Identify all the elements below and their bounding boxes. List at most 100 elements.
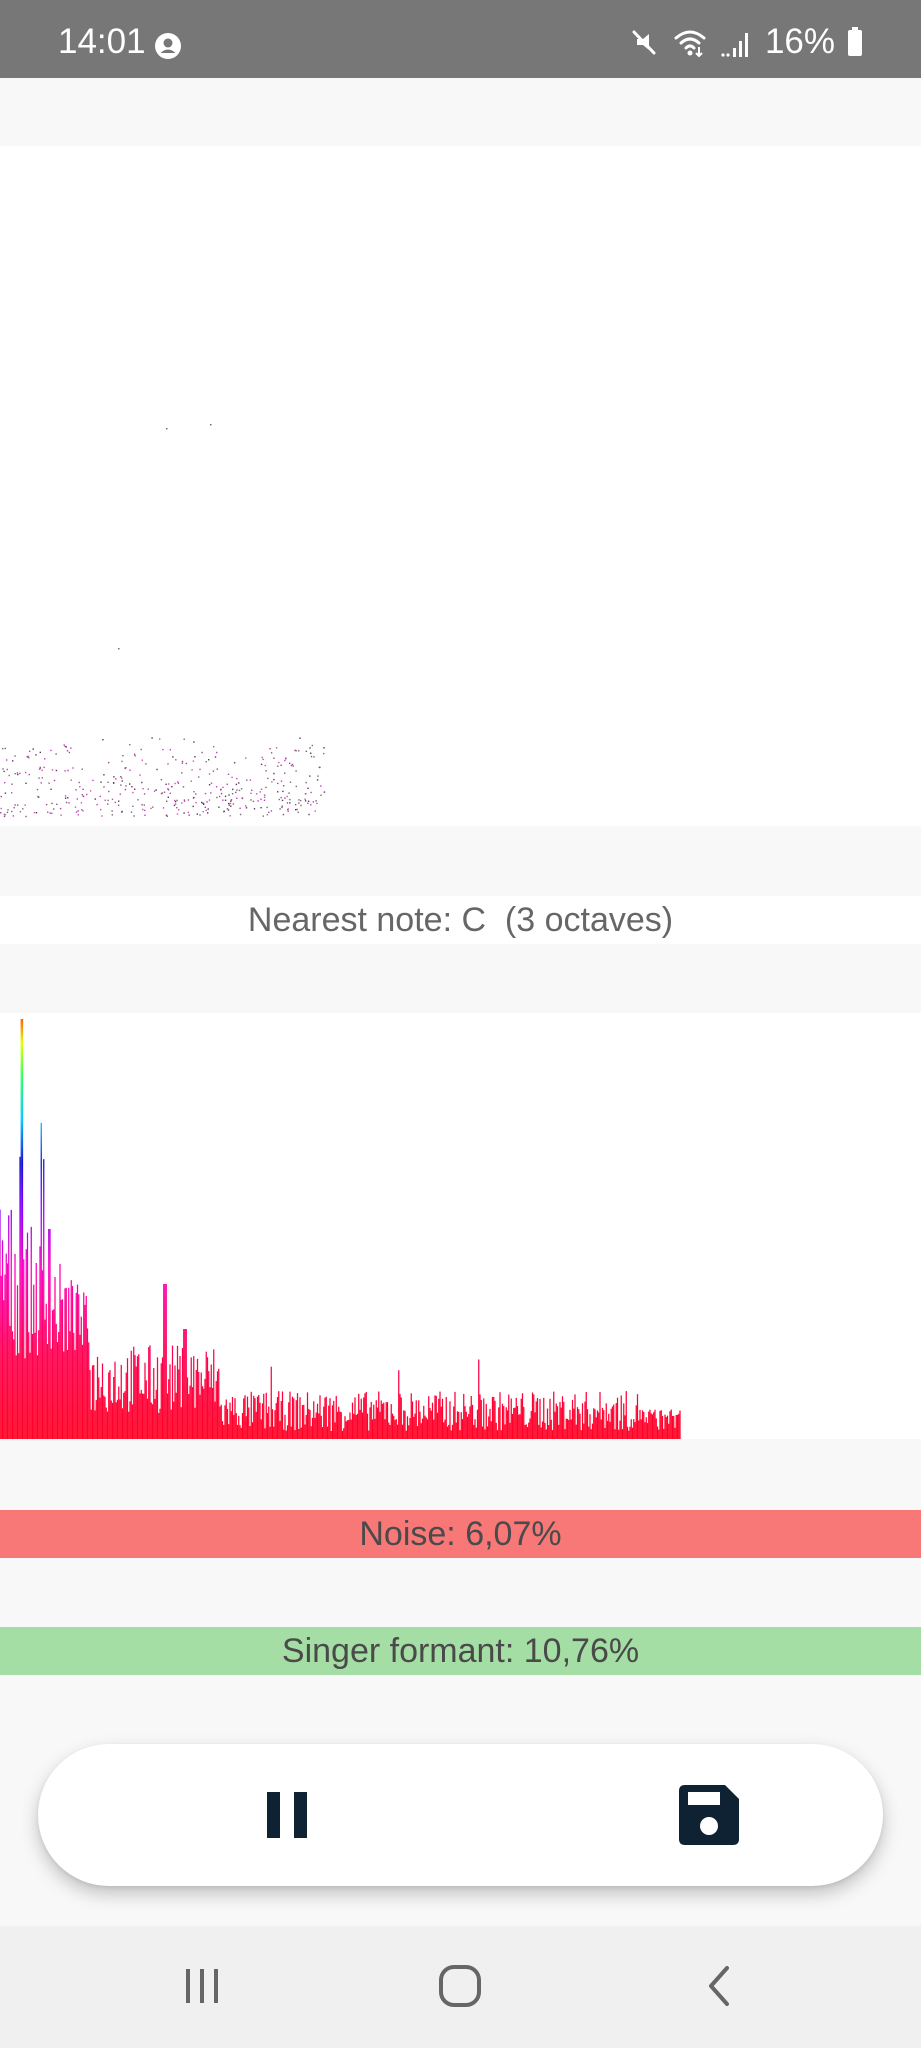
spectrogram-dot — [253, 808, 256, 810]
spectrogram-dot — [72, 767, 74, 769]
spectrogram-dot — [94, 798, 96, 800]
spectrogram-dot — [172, 756, 174, 758]
spectrogram-dot — [119, 793, 121, 795]
spectrogram-dot — [103, 786, 105, 788]
spectrogram-dot — [281, 805, 283, 807]
spectrogram-dot — [6, 768, 8, 771]
pause-button[interactable] — [246, 1774, 328, 1856]
spectrogram-dot — [313, 756, 315, 758]
spectrogram-dot — [182, 786, 185, 788]
spectrogram-dot — [169, 749, 171, 751]
spectrogram-dot — [228, 804, 230, 806]
spectrogram-dot — [307, 787, 309, 789]
spectrogram-dot — [50, 749, 52, 752]
spectrogram-dot — [250, 792, 252, 794]
spectrogram-dot — [78, 781, 80, 784]
spectrogram-dot — [262, 758, 264, 761]
spectrogram-dot — [283, 785, 285, 787]
spectrogram-dot — [231, 793, 234, 795]
spectrogram-dot — [6, 759, 8, 761]
spectrogram-dot — [309, 747, 311, 749]
spectrogram-dot — [199, 814, 201, 816]
spectrogram-dot — [141, 781, 143, 784]
spectrogram-dot — [285, 758, 287, 760]
spectrogram-dot — [167, 788, 169, 790]
spectrogram-dot — [277, 782, 279, 785]
spectrogram-dot — [294, 749, 296, 752]
spectrogram-dot — [300, 799, 302, 802]
spectrogram-dot — [297, 811, 299, 813]
home-button[interactable] — [430, 1956, 490, 2016]
spectrogram-dot — [229, 815, 231, 817]
spectrogram-dot — [310, 791, 312, 794]
spectrogram-dot — [38, 768, 41, 770]
spectrogram-dot — [137, 799, 139, 801]
spectrogram-dot — [288, 792, 290, 794]
spectrogram-dot — [11, 792, 13, 794]
spectrogram-dot — [273, 778, 275, 781]
spectrogram-dot — [280, 796, 282, 799]
spectrogram-dot — [236, 777, 238, 780]
spectrogram-dot — [295, 803, 297, 806]
spectrogram-dot — [284, 772, 286, 774]
spectrogram-dot — [0, 795, 2, 798]
spectrogram-dot — [194, 756, 196, 758]
spectrogram-dot — [38, 796, 40, 798]
spectrogram-dot — [308, 813, 310, 816]
spectrogram-dot — [141, 759, 143, 761]
spectrogram-dot — [77, 810, 79, 812]
spectrogram-dot — [2, 768, 4, 770]
spectrogram-dot — [227, 809, 230, 811]
spectrogram-dot — [167, 789, 170, 791]
spectrogram-dot — [204, 806, 206, 808]
spectrogram-dot — [295, 770, 297, 772]
spectrogram-dot — [262, 815, 264, 817]
spectrogram-dot — [12, 760, 14, 762]
spectrogram-dot — [228, 794, 230, 796]
spectrogram-dot — [230, 800, 232, 802]
spectrogram-dot — [267, 777, 269, 780]
spectrogram-dot — [245, 757, 247, 759]
spectrogram-dot — [222, 786, 224, 789]
spectrogram-dot — [159, 738, 161, 740]
spectrogram-dot — [166, 428, 168, 430]
spectrogram-dot — [161, 792, 164, 794]
spectrogram-dot — [295, 750, 297, 752]
spectrogram-dot — [309, 775, 311, 777]
spectrogram-dot — [289, 781, 292, 783]
spectrogram-dot — [66, 750, 69, 752]
spectrogram-dot — [239, 813, 242, 816]
spectrogram-dot — [108, 790, 110, 793]
spectrogram-dot — [51, 802, 53, 805]
spectrogram-dot — [202, 802, 205, 804]
spectrogram-dot — [208, 773, 211, 775]
spectrogram-dot — [99, 795, 101, 798]
spectrogram-dot — [101, 815, 103, 817]
spectrogram-dot — [4, 792, 7, 794]
spectrogram-dot — [310, 755, 313, 758]
spectrogram-dot — [185, 762, 187, 765]
save-button[interactable] — [668, 1774, 750, 1856]
user-icon — [155, 33, 181, 59]
spectrogram-dot — [299, 737, 301, 739]
spectrogram-dot — [129, 769, 131, 771]
spectrogram-dot — [55, 769, 58, 772]
spectrogram-dot — [193, 796, 195, 799]
back-button[interactable] — [688, 1956, 748, 2016]
spectrogram-dot — [56, 803, 58, 805]
spectrogram-dot — [77, 814, 79, 816]
spectrogram-dot — [81, 768, 83, 770]
spectrogram-dot — [41, 769, 43, 771]
spectrogram-dot — [64, 797, 67, 799]
spectrogram-dot — [100, 781, 102, 783]
spectrogram-dot — [192, 760, 195, 762]
spectrogram-dot — [167, 796, 169, 798]
spectrogram-dot — [150, 807, 152, 810]
spectrogram-dot — [177, 782, 180, 784]
spectrogram-dot — [151, 737, 153, 739]
recents-button[interactable] — [172, 1956, 232, 2016]
spectrogram-dot — [76, 798, 78, 800]
spectrogram-dot — [120, 811, 123, 813]
spectrogram-dot — [278, 798, 280, 801]
spectrogram-dot — [174, 803, 177, 805]
